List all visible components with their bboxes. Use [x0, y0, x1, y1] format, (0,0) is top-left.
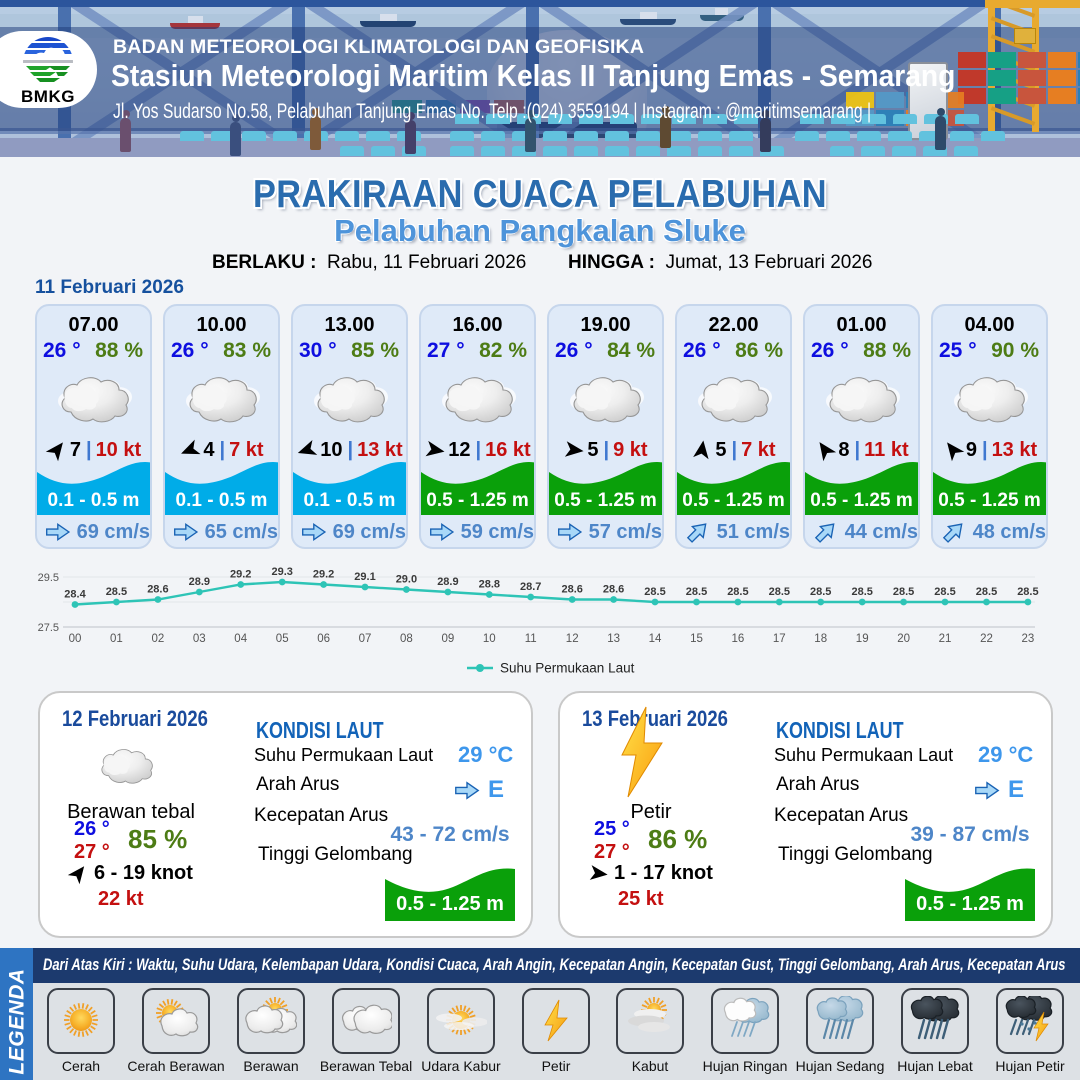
svg-text:28.4: 28.4 [64, 589, 86, 601]
svg-text:29.5: 29.5 [38, 572, 59, 584]
svg-text:00: 00 [69, 633, 82, 645]
svg-text:10: 10 [483, 633, 496, 645]
svg-text:29.2: 29.2 [313, 569, 334, 581]
svg-text:17: 17 [773, 633, 786, 645]
svg-text:28.5: 28.5 [1017, 586, 1038, 598]
svg-text:20: 20 [897, 633, 910, 645]
svg-text:11: 11 [525, 633, 537, 645]
svg-text:28.7: 28.7 [520, 581, 541, 593]
svg-text:03: 03 [193, 633, 206, 645]
svg-text:28.6: 28.6 [147, 584, 168, 596]
svg-text:27.5: 27.5 [38, 622, 59, 634]
svg-text:29.3: 29.3 [271, 566, 292, 578]
svg-text:28.9: 28.9 [189, 576, 210, 588]
svg-text:28.9: 28.9 [437, 576, 458, 588]
svg-text:22: 22 [980, 633, 993, 645]
svg-text:16: 16 [732, 633, 745, 645]
svg-text:28.5: 28.5 [769, 586, 790, 598]
svg-text:28.5: 28.5 [893, 586, 914, 598]
svg-text:09: 09 [442, 633, 455, 645]
svg-text:13: 13 [607, 633, 620, 645]
svg-text:02: 02 [152, 633, 165, 645]
svg-text:28.6: 28.6 [603, 584, 624, 596]
svg-text:28.5: 28.5 [851, 586, 872, 598]
svg-text:28.5: 28.5 [810, 586, 831, 598]
svg-text:28.6: 28.6 [561, 584, 582, 596]
svg-text:28.5: 28.5 [934, 586, 955, 598]
svg-text:Suhu Permukaan Laut: Suhu Permukaan Laut [500, 661, 635, 676]
svg-text:28.5: 28.5 [106, 586, 127, 598]
svg-text:28.8: 28.8 [479, 579, 500, 591]
svg-text:14: 14 [649, 633, 662, 645]
svg-text:28.5: 28.5 [686, 586, 707, 598]
svg-text:07: 07 [359, 633, 372, 645]
svg-text:19: 19 [856, 633, 869, 645]
svg-text:04: 04 [234, 633, 247, 645]
svg-text:29.0: 29.0 [396, 574, 417, 586]
svg-text:12: 12 [566, 633, 579, 645]
svg-text:28.5: 28.5 [644, 586, 665, 598]
svg-text:28.5: 28.5 [727, 586, 748, 598]
svg-text:29.2: 29.2 [230, 569, 251, 581]
svg-text:18: 18 [814, 633, 827, 645]
svg-text:28.5: 28.5 [976, 586, 997, 598]
svg-text:08: 08 [400, 633, 413, 645]
svg-text:15: 15 [690, 633, 703, 645]
svg-text:06: 06 [317, 633, 330, 645]
svg-text:21: 21 [939, 633, 952, 645]
svg-text:23: 23 [1022, 633, 1035, 645]
svg-text:29.1: 29.1 [354, 571, 375, 583]
svg-text:05: 05 [276, 633, 289, 645]
svg-text:01: 01 [110, 633, 123, 645]
